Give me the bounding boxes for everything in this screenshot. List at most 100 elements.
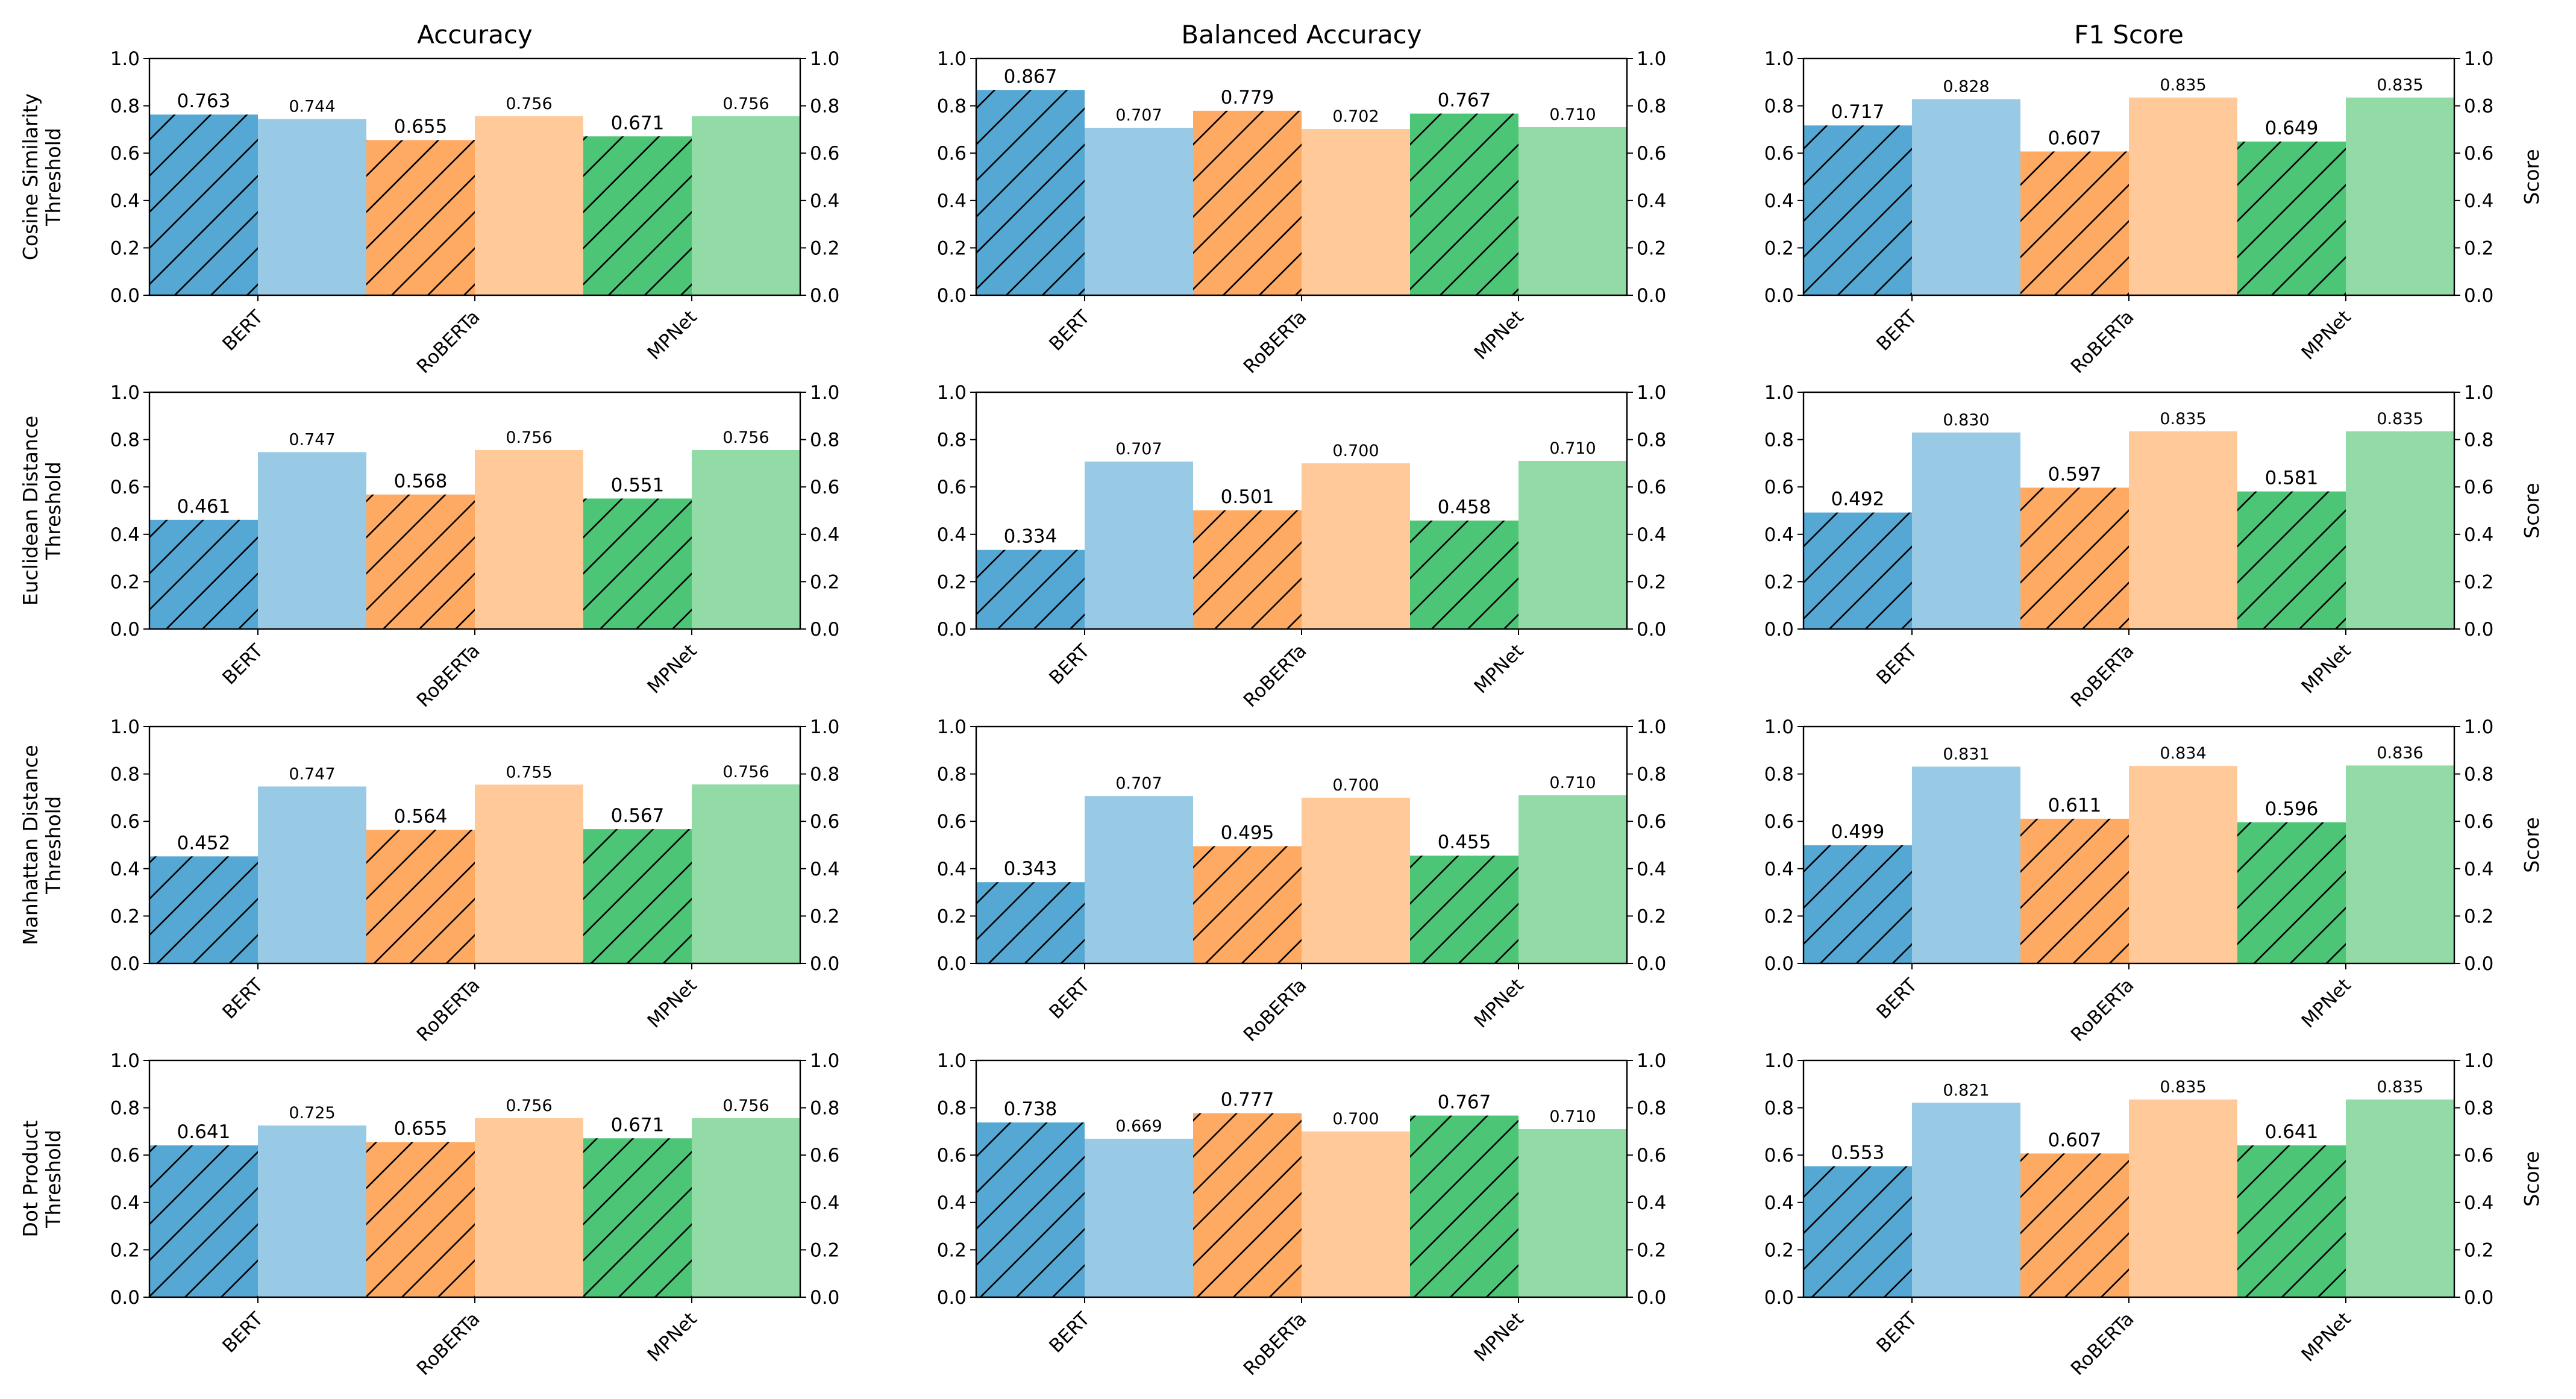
- bar-score-mpnet: [1518, 1128, 1627, 1297]
- bar-score-roberta: [2129, 1099, 2237, 1297]
- y-tick-label-right: 0.6: [1637, 1145, 1666, 1166]
- bar-score-bert: [1912, 432, 2020, 629]
- y-tick-label-right: 0.0: [810, 285, 839, 307]
- panel-r3-c3: 0.499 0.831 BERT 0.611 0.834 RoBERTa 0.596 0.83…: [1764, 716, 2543, 1046]
- bar-hatch-mpnet: [583, 136, 692, 295]
- bar-hatch-bert: [1804, 125, 1912, 295]
- y-tick-label-left: 0.0: [937, 953, 967, 975]
- y-tick-label-left: 1.0: [1764, 716, 1794, 738]
- axes-frame: [975, 391, 1628, 630]
- chart-grid: 0.763 0.744 BERT 0.655 0.756 RoBERTa 0.671 0.75…: [19, 20, 2543, 1380]
- y-tick-label-right: 1.0: [1637, 382, 1666, 404]
- y-tick-label-left: 0.6: [937, 811, 967, 833]
- bar-score-mpnet: [2346, 97, 2454, 295]
- data-label-score: 0.830: [1943, 411, 1989, 430]
- data-label-score: 0.836: [2377, 743, 2423, 762]
- y-tick-label-left: 0.2: [110, 906, 140, 927]
- bar-hatch-bert: [149, 519, 258, 629]
- y-tick-label-right: 0.4: [810, 524, 839, 546]
- bar-score-roberta: [2129, 431, 2237, 629]
- y-tick-label-right: 0.6: [2464, 143, 2493, 164]
- row-label-threshold: Threshold: [42, 796, 65, 895]
- bar-hatch-bert: [976, 1122, 1085, 1297]
- bar-score-bert: [1912, 766, 2020, 963]
- data-label-score: 0.828: [1943, 78, 1989, 96]
- y-tick-label-right: 1.0: [1637, 716, 1666, 738]
- x-tick-label: BERT: [1872, 1307, 1922, 1357]
- bar-hatch-roberta: [366, 830, 475, 963]
- y-tick-label-left: 0.4: [110, 190, 140, 212]
- y-tick-label-right: 1.0: [2464, 716, 2493, 738]
- data-label-score: 0.707: [1115, 774, 1162, 793]
- x-tick-label: MPNet: [1470, 640, 1528, 698]
- y-tick-label-right: 0.4: [1637, 1192, 1666, 1214]
- y-tick-label-left: 0.8: [110, 764, 140, 786]
- y-tick-label-right: 0.6: [810, 143, 839, 164]
- row-label: Manhattan Distance: [19, 745, 42, 945]
- y-tick-label-right: 0.2: [810, 571, 839, 593]
- y-tick-label-right: 0.6: [810, 477, 839, 498]
- data-label-threshold: 0.611: [2048, 795, 2102, 816]
- data-label-threshold: 0.607: [2048, 1129, 2102, 1151]
- bar-score-mpnet: [2346, 431, 2454, 629]
- x-tick-label: RoBERTa: [2067, 974, 2139, 1046]
- bar-hatch-bert: [1804, 512, 1912, 629]
- y-tick-label-left: 0.0: [1764, 1287, 1794, 1309]
- data-label-threshold: 0.553: [1831, 1142, 1885, 1164]
- data-label-score: 0.756: [722, 95, 769, 113]
- bar-hatch-bert: [1804, 845, 1912, 963]
- x-tick-label: BERT: [1045, 1307, 1094, 1357]
- y-tick-label-left: 0.6: [1764, 1145, 1794, 1166]
- y-tick-label-left: 0.8: [937, 1098, 967, 1119]
- y-tick-label-left: 0.6: [110, 811, 140, 833]
- data-label-score: 0.747: [289, 765, 335, 783]
- bar-score-mpnet: [692, 1118, 800, 1297]
- bar-hatch-bert: [149, 856, 258, 963]
- y-tick-label-left: 1.0: [937, 1050, 967, 1072]
- axes-frame: [975, 57, 1628, 296]
- y-tick-label-left: 1.0: [937, 716, 967, 738]
- y-tick-label-right: 0.4: [2464, 1192, 2493, 1214]
- data-label-score: 0.835: [2160, 76, 2206, 95]
- axes-frame: [1802, 1059, 2455, 1298]
- data-label-score: 0.834: [2160, 744, 2206, 763]
- x-tick-label: RoBERTa: [2067, 306, 2139, 378]
- data-label-score: 0.835: [2377, 76, 2423, 95]
- y-tick-label-left: 0.6: [110, 477, 140, 498]
- y-tick-label-left: 0.8: [937, 430, 967, 451]
- y-tick-label-left: 0.6: [937, 1145, 967, 1166]
- x-tick-label: RoBERTa: [2067, 640, 2139, 712]
- row-label-threshold: Threshold: [42, 462, 65, 560]
- data-label-score: 0.707: [1115, 106, 1162, 125]
- y-tick-label-right: 0.8: [2464, 764, 2493, 786]
- secondary-y-label: Score: [2520, 1151, 2543, 1206]
- secondary-y-label: Score: [2520, 817, 2543, 872]
- axes-frame: [148, 725, 801, 965]
- bar-hatch-bert: [976, 90, 1085, 296]
- bar-hatch-roberta: [366, 494, 475, 629]
- y-tick-label-left: 1.0: [110, 1050, 140, 1072]
- bar-hatch-mpnet: [2237, 491, 2346, 629]
- data-label-score: 0.710: [1549, 774, 1596, 792]
- bar-score-mpnet: [1518, 127, 1627, 295]
- panel-r3-c1: 0.452 0.747 BERT 0.564 0.755 RoBERTa 0.567 0.75…: [19, 716, 839, 1046]
- bar-score-bert: [1912, 99, 2020, 295]
- y-tick-label-left: 0.2: [1764, 906, 1794, 927]
- bar-score-mpnet: [1518, 460, 1627, 629]
- panel-title: Balanced Accuracy: [1181, 20, 1421, 49]
- data-label-score: 0.700: [1332, 1110, 1379, 1128]
- data-label-score: 0.835: [2160, 1078, 2206, 1097]
- data-label-threshold: 0.777: [1221, 1089, 1274, 1111]
- data-label-score: 0.756: [506, 428, 552, 447]
- data-label-threshold: 0.455: [1438, 831, 1491, 853]
- data-label-threshold: 0.452: [177, 832, 231, 854]
- data-label-threshold: 0.655: [394, 1118, 448, 1140]
- bar-score-roberta: [475, 116, 583, 295]
- y-tick-label-left: 0.4: [1764, 1192, 1794, 1214]
- y-tick-label-right: 0.0: [1637, 953, 1666, 975]
- data-label-threshold: 0.568: [394, 471, 448, 492]
- y-tick-label-right: 0.8: [1637, 764, 1666, 786]
- x-tick-label: RoBERTa: [413, 974, 484, 1046]
- y-tick-label-left: 0.4: [1764, 859, 1794, 880]
- data-label-threshold: 0.671: [611, 112, 665, 134]
